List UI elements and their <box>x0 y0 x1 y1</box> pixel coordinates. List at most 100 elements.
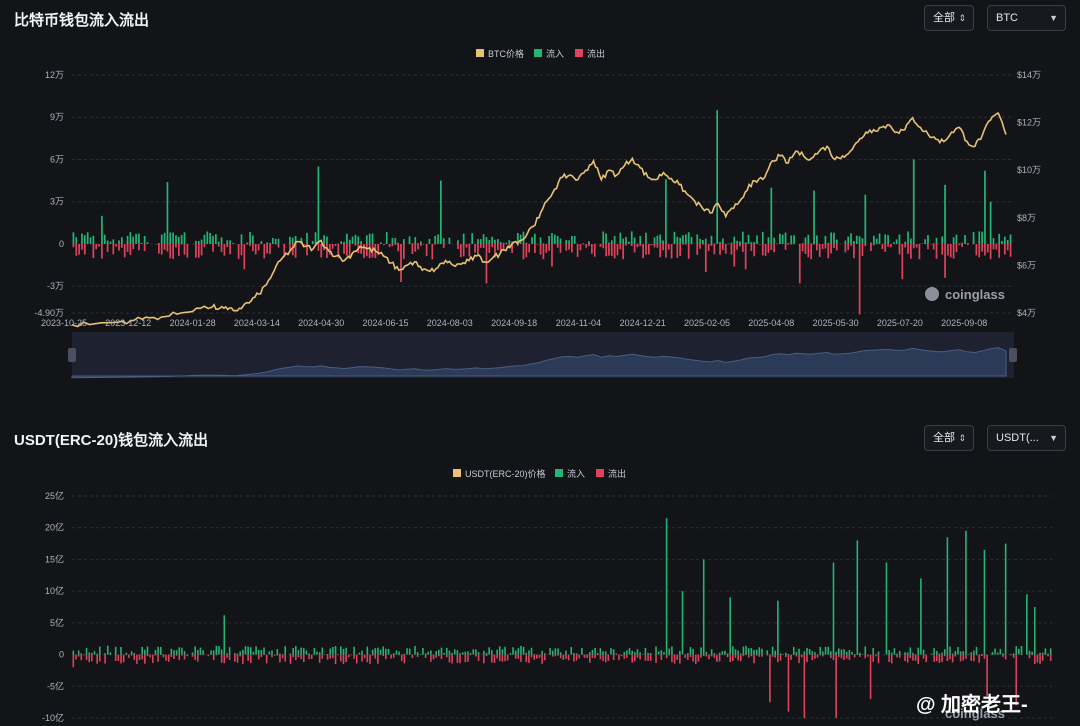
outflow-bar <box>350 654 353 656</box>
inflow-bar <box>713 243 716 244</box>
btc-range-select[interactable]: 全部 ⇕ <box>924 5 974 31</box>
inflow-bar <box>586 654 588 655</box>
inflow-bar <box>255 646 257 655</box>
outflow-bar <box>684 654 686 658</box>
inflow-bar <box>679 650 681 655</box>
inflow-bar <box>499 242 502 244</box>
outflow-bar <box>85 654 88 660</box>
navigator-handle-left[interactable] <box>68 348 76 362</box>
inflow-bar <box>382 646 385 655</box>
inflow-bar <box>438 649 440 655</box>
outflow-bar <box>689 654 692 657</box>
inflow-bar <box>475 649 477 655</box>
inflow-bar <box>528 650 530 655</box>
outflow-bar <box>858 243 861 315</box>
outflow-bar <box>909 654 912 659</box>
outflow-bar <box>92 243 95 259</box>
inflow-bar <box>345 647 347 655</box>
inflow-bar <box>822 651 824 655</box>
inflow-bar <box>154 650 157 655</box>
outflow-bar <box>411 243 414 255</box>
inflow-bar <box>845 651 848 655</box>
inflow-bar <box>801 243 804 244</box>
inflow-bar <box>232 243 234 244</box>
outflow-bar <box>602 654 604 661</box>
x-tick-label: 2025-02-05 <box>684 318 730 328</box>
outflow-bar <box>761 654 763 657</box>
range-navigator[interactable] <box>68 332 1017 379</box>
inflow-bar <box>118 240 120 244</box>
inflow-bar <box>750 242 753 244</box>
inflow-bar <box>246 242 249 244</box>
outflow-bar <box>83 243 86 255</box>
outflow-bar <box>912 243 915 249</box>
inflow-bar <box>371 233 374 244</box>
inflow-bar <box>784 232 787 244</box>
outflow-bar <box>414 243 417 252</box>
inflow-bar <box>699 238 701 244</box>
inflow-bar <box>453 649 456 655</box>
outflow-bar <box>732 654 734 662</box>
inflow-bar <box>488 239 491 244</box>
inflow-bar <box>819 646 822 655</box>
outflow-bar <box>434 243 437 245</box>
inflow-bar <box>730 242 733 244</box>
inflow-bar <box>491 236 494 244</box>
inflow-bar <box>120 646 122 655</box>
outflow-bar <box>348 243 351 259</box>
inflow-bar <box>385 232 388 244</box>
inflow-bar <box>402 239 405 244</box>
outflow-bar <box>958 243 961 246</box>
inflow-bar <box>539 237 542 244</box>
outflow-bar <box>255 654 257 656</box>
inflow-bar <box>628 648 631 655</box>
inflow-bar <box>274 238 277 244</box>
inflow-bar <box>898 650 901 655</box>
inflow-bar <box>729 597 731 655</box>
outflow-bar <box>864 654 867 659</box>
outflow-bar <box>804 243 807 254</box>
inflow-bar <box>477 239 479 244</box>
outflow-bar <box>840 654 843 659</box>
outflow-bar <box>175 243 177 248</box>
inflow-bar <box>525 652 528 655</box>
btc-asset-select[interactable]: BTC ▼ <box>987 5 1066 31</box>
inflow-bar <box>676 236 679 244</box>
outflow-bar <box>464 654 467 663</box>
outflow-bar <box>649 654 652 661</box>
outflow-bar <box>75 243 78 256</box>
navigator-handle-right[interactable] <box>1009 348 1017 362</box>
outflow-bar <box>877 654 880 664</box>
outflow-bar <box>83 654 85 656</box>
outflow-bar <box>457 243 459 250</box>
inflow-bar <box>448 650 451 655</box>
outflow-bar <box>673 654 676 664</box>
inflow-bar <box>268 651 271 655</box>
inflow-bar <box>385 648 387 655</box>
outflow-bar <box>800 654 803 658</box>
inflow-bar <box>804 237 807 244</box>
usdt-asset-select[interactable]: USDT(... ▼ <box>987 425 1066 451</box>
inflow-bar <box>610 240 613 244</box>
outflow-bar <box>265 654 268 664</box>
outflow-bar <box>676 654 679 661</box>
usdt-range-select[interactable]: 全部 ⇕ <box>924 425 974 451</box>
inflow-bar <box>297 650 300 655</box>
outflow-bar <box>342 654 345 664</box>
outflow-bar <box>856 654 859 656</box>
outflow-bar <box>403 654 406 664</box>
inflow-bar <box>924 239 926 244</box>
outflow-bar <box>581 654 583 656</box>
inflow-bar <box>935 237 938 244</box>
outflow-bar <box>853 243 855 259</box>
inflow-bar <box>472 649 475 655</box>
inflow-bar <box>933 648 935 655</box>
inflow-bar <box>157 646 159 655</box>
x-tick-label: 2025-09-08 <box>941 318 987 328</box>
inflow-bar <box>855 235 858 244</box>
inflow-bar <box>394 237 397 244</box>
inflow-bar <box>613 235 616 244</box>
inflow-bar <box>864 194 867 244</box>
inflow-bar <box>534 233 536 244</box>
outflow-bar <box>249 654 252 663</box>
